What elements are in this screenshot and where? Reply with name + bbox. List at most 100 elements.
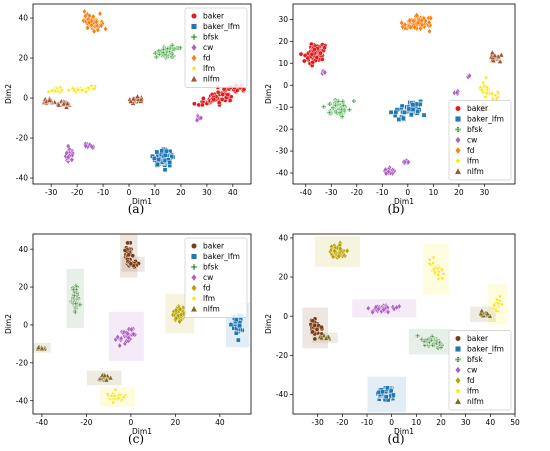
x-tick-label: -10 <box>97 188 109 197</box>
y-tick-label: 20 <box>18 283 28 292</box>
cw-point <box>64 150 69 157</box>
bfsk-point <box>153 50 158 56</box>
fd-point <box>407 17 413 24</box>
lfm-point <box>112 386 119 393</box>
baker-point <box>241 87 247 92</box>
cw-point <box>131 330 136 338</box>
y-tick-label: -20 <box>16 358 28 367</box>
legend-marker-cw <box>455 366 461 374</box>
legend-marker-baker_lfm <box>191 23 197 30</box>
y-tick-label: 0 <box>23 321 28 330</box>
panel-b: -40 -30 -20 -10 0 10 20 30 -40 -30 -20 -10 0 10 20 30 Di… <box>264 3 516 206</box>
lfm-point <box>88 82 95 89</box>
legend-label: baker_lfm <box>203 22 240 31</box>
nlfm-point <box>130 95 137 102</box>
legend-marker-bfsk <box>455 356 461 363</box>
lfm-point <box>478 86 486 93</box>
x-tick-label: 30 <box>461 418 471 427</box>
baker_lfm-point <box>396 117 402 122</box>
legend-label: fd <box>467 376 475 385</box>
y-axis-label: Dim2 <box>4 314 13 334</box>
fd-point <box>97 10 103 17</box>
cw-point <box>65 154 71 161</box>
cw-point <box>65 143 71 150</box>
bfsk-point <box>415 333 420 339</box>
cw-point <box>373 304 379 311</box>
legend-marker-baker_lfm <box>191 253 197 260</box>
baker-point <box>322 45 327 51</box>
nlfm-point <box>46 97 53 103</box>
baker_lfm-point <box>152 156 157 161</box>
legend-label: cw <box>203 273 213 282</box>
fd-point <box>419 17 425 24</box>
baker-point <box>310 60 315 65</box>
lfm-point <box>482 93 489 100</box>
legend-label: fd <box>203 54 211 63</box>
legend-label: nlfm <box>203 75 220 84</box>
cw-point <box>83 143 89 150</box>
y-axis-label: Dim2 <box>4 84 13 104</box>
x-tick-label: -40 <box>300 188 312 197</box>
baker-point <box>319 57 325 62</box>
baker_lfm-point <box>410 107 416 112</box>
baker_lfm-point <box>401 110 407 115</box>
baker_lfm-point <box>154 149 160 155</box>
x-tick-label: 0 <box>128 418 133 427</box>
x-tick-label: 40 <box>486 418 496 427</box>
legend-label: cw <box>467 136 477 145</box>
fd-point <box>94 18 99 26</box>
y-tick-label: 40 <box>18 245 28 254</box>
x-tick-label: 20 <box>171 418 181 427</box>
nlfm-point <box>134 93 141 99</box>
bfsk-point <box>165 46 170 52</box>
legend-marker-fd <box>455 146 461 155</box>
lfm-point <box>429 259 437 266</box>
cw-point <box>454 89 460 96</box>
baker-point <box>215 89 221 95</box>
y-axis-label: Dim2 <box>264 84 273 104</box>
bfsk-point <box>169 51 175 57</box>
x-tick-label: -30 <box>312 418 324 427</box>
x-tick-label: 20 <box>436 418 446 427</box>
baker_lfm-point <box>162 152 168 158</box>
x-tick-label: -20 <box>351 188 363 197</box>
cw-point <box>385 308 391 316</box>
bfsk-point <box>71 287 76 292</box>
lfm-point <box>435 268 442 275</box>
cw-point <box>194 117 200 124</box>
legend-marker-baker <box>191 13 197 19</box>
nlfm-point <box>497 58 503 64</box>
nlfm-point <box>489 49 496 55</box>
fd-point <box>98 22 104 29</box>
cw-point <box>406 159 411 166</box>
x-tick-label: -20 <box>336 418 348 427</box>
legend-marker-nlfm <box>454 167 462 175</box>
legend-label: cw <box>203 43 213 52</box>
baker-point <box>319 324 324 330</box>
bfsk-point <box>72 309 78 315</box>
legend-label: fd <box>203 284 211 293</box>
fd-point <box>103 25 108 32</box>
lfm-point <box>430 253 437 261</box>
bfsk-point <box>438 345 444 350</box>
lfm-point <box>496 293 504 300</box>
cw-point <box>467 72 472 79</box>
fd-point <box>332 248 337 255</box>
bfsk-point <box>72 293 77 298</box>
baker-point <box>200 102 205 108</box>
baker_lfm-point <box>406 106 412 112</box>
nlfm-point <box>484 310 491 317</box>
bfsk-point <box>429 337 434 343</box>
legend-marker-baker <box>455 105 461 112</box>
cw-point <box>322 69 328 76</box>
cw-point <box>125 337 131 344</box>
legend-label: baker_lfm <box>203 252 240 261</box>
x-tick-label: -20 <box>71 188 83 197</box>
cw-point <box>386 168 391 175</box>
baker_lfm-point <box>236 337 241 343</box>
baker-point <box>219 97 225 102</box>
lfm-point <box>120 393 127 400</box>
legend-label: baker_lfm <box>467 345 504 354</box>
fd-point <box>336 253 342 260</box>
